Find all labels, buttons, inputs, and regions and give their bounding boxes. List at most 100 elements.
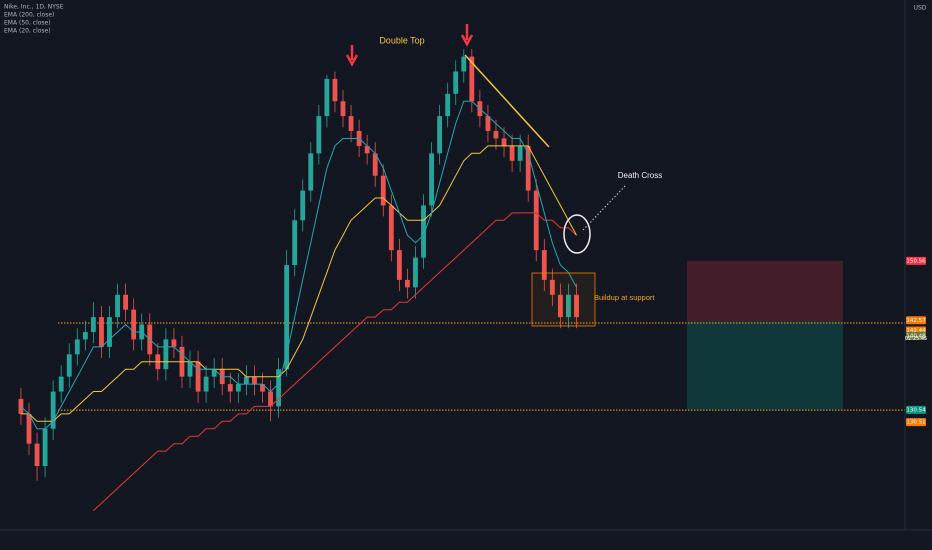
candle-body <box>509 145 515 161</box>
candle-body <box>566 294 571 318</box>
buildup-box <box>531 272 596 327</box>
drawings: Double Top Death Cross Buildup at suppor… <box>345 24 662 327</box>
candle-body <box>187 361 193 377</box>
candle-body <box>413 257 418 288</box>
target-zone <box>687 321 843 410</box>
candle-body <box>276 369 282 407</box>
candle-body <box>372 153 378 176</box>
candle-body <box>26 413 32 444</box>
candle-body <box>340 101 346 117</box>
stop-zone <box>687 260 843 322</box>
candle-body <box>324 78 330 117</box>
unit: USD <box>914 5 927 12</box>
candle-body <box>557 294 563 318</box>
candle-body <box>437 116 443 154</box>
candle-body <box>34 443 40 466</box>
candle-body <box>300 190 306 221</box>
candle-body <box>396 250 402 280</box>
price-tag <box>906 405 926 414</box>
candle-body <box>99 317 104 347</box>
candle-body <box>421 205 426 258</box>
candle-body <box>364 145 370 154</box>
candle-body <box>260 384 265 392</box>
candle-body <box>332 78 338 102</box>
countdown: 02:25:45 <box>905 336 927 342</box>
candle-body <box>203 376 209 392</box>
price-tag-label: 140.48 <box>906 333 926 339</box>
candle-body <box>445 93 451 117</box>
legend-item: EMA (20, close) <box>4 28 51 35</box>
candle-body <box>517 145 523 161</box>
candle-body <box>243 376 249 385</box>
candle-body <box>453 71 459 94</box>
legend-item: EMA (50, close) <box>4 20 51 27</box>
candle-body <box>82 331 88 340</box>
annotation: Buildup at support <box>594 293 655 302</box>
candle-body <box>42 428 48 466</box>
candle-body <box>404 279 410 288</box>
arrow <box>460 24 474 47</box>
arrow <box>345 45 359 67</box>
price-tag-label: 150.56 <box>906 258 926 264</box>
candle-body <box>123 294 129 310</box>
candle-body <box>493 131 499 139</box>
candle-body <box>549 279 555 295</box>
legend: Nike, Inc., 1D, NYSE EMA (200, close) EM… <box>4 4 64 35</box>
candle-body <box>380 175 386 206</box>
price-tag <box>906 331 926 340</box>
candle-body <box>163 339 169 370</box>
candle-body <box>74 339 80 355</box>
candle-body <box>533 190 539 251</box>
candle-body <box>235 384 241 392</box>
candle-body <box>252 376 257 385</box>
candle-body <box>501 138 507 146</box>
circle <box>563 214 591 254</box>
candle-body <box>284 265 290 370</box>
candle-body <box>107 317 112 347</box>
price-tag-label: 130.51 <box>906 420 925 426</box>
title: Nike, Inc., 1D, NYSE <box>4 4 64 11</box>
candle-body <box>268 391 273 407</box>
candle-body <box>541 250 547 280</box>
candle-body <box>469 56 475 102</box>
candle-body <box>131 309 137 340</box>
trend-line <box>464 54 550 148</box>
plot <box>18 49 579 511</box>
candle-body <box>348 116 354 132</box>
candle-body <box>171 339 177 347</box>
zones <box>58 260 905 411</box>
candle-body <box>429 153 434 206</box>
candle-body <box>316 116 322 154</box>
candle-body <box>58 376 64 392</box>
candle-body <box>195 361 201 392</box>
annotation: Death Cross <box>618 171 662 180</box>
candle-body <box>574 294 579 318</box>
candle-body <box>90 317 96 332</box>
candle-body <box>525 145 531 191</box>
candle-body <box>308 153 314 191</box>
price-tag-label: 142.44 <box>906 328 926 334</box>
ema-line <box>20 145 577 422</box>
price-tag <box>906 418 926 427</box>
ema-line <box>93 212 577 511</box>
price-tag-label: 142.57 <box>906 318 926 324</box>
candle-body <box>50 391 56 429</box>
price-axis <box>905 0 932 550</box>
candle-body <box>292 220 298 265</box>
candle-body <box>461 56 467 72</box>
candle-body <box>388 205 394 251</box>
candle-body <box>66 354 72 377</box>
price-tag-label: 130.54 <box>906 407 926 413</box>
legend-item: EMA (200, close) <box>4 12 54 19</box>
candle-body <box>227 384 233 392</box>
candle-body <box>211 369 217 377</box>
annotation: Double Top <box>379 35 424 45</box>
candle-body <box>485 116 491 132</box>
ema-line <box>20 100 577 430</box>
price-tag <box>906 316 926 325</box>
candle-body <box>115 294 120 318</box>
price-tag <box>906 256 926 265</box>
